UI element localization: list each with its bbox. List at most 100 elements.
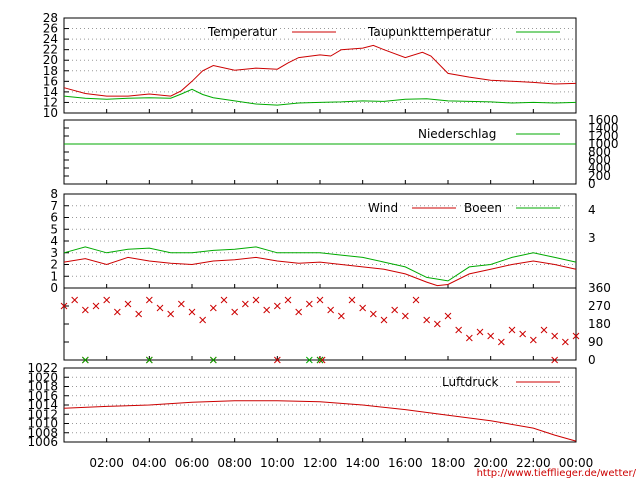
temperature-ytick-label: 28	[43, 11, 58, 25]
temperature-series-1	[63, 88, 577, 106]
wind-direction-point	[508, 326, 516, 334]
wind-direction-point	[241, 300, 249, 308]
wind-direction-point	[540, 326, 548, 334]
temperature-legend-label: Temperatur	[207, 25, 277, 39]
wind-direction-point	[316, 296, 324, 304]
x-axis-tick-label: 12:00	[303, 456, 338, 470]
wind-direction-point	[348, 296, 356, 304]
wind-direction-point	[92, 302, 100, 310]
temperature-ytick-label: 24	[43, 32, 58, 46]
temperature-ytick-label: 14	[43, 85, 58, 99]
pressure-ytick-label: 1010	[27, 417, 58, 431]
x-axis-tick-label: 06:00	[175, 456, 210, 470]
wind-direction-point	[231, 308, 239, 316]
wind-series-1	[63, 246, 577, 282]
wind-direction-point	[145, 296, 153, 304]
precipitation-ytick-label: 600	[588, 153, 611, 167]
x-axis-tick-label: 08:00	[217, 456, 252, 470]
wind-direction-point	[551, 356, 559, 364]
wind-ytick-label: 3	[50, 246, 58, 260]
wind-direction-frame	[63, 287, 577, 361]
temperature-ytick-label: 16	[43, 74, 58, 88]
precipitation-ytick-label: 1400	[588, 121, 619, 135]
wind-direction-point	[487, 332, 495, 340]
wind-direction-point	[337, 312, 345, 320]
wind-direction-point	[455, 326, 463, 334]
wind-ytick-label: 7	[50, 199, 58, 213]
wind-ytick-label: 8	[50, 187, 58, 201]
pressure-series-0	[63, 400, 577, 442]
wind-direction-point	[273, 302, 281, 310]
wind-direction-point	[561, 338, 569, 346]
x-axis-tick-label: 00:00	[559, 456, 594, 470]
temperature-ytick-label: 26	[43, 22, 58, 36]
precipitation-ytick-label: 1200	[588, 129, 619, 143]
precipitation-frame	[63, 119, 577, 185]
wind-direction-panel: 360 270 180 90 0	[60, 281, 611, 367]
wind-legend-label: Wind	[368, 201, 398, 215]
wind-direction-point	[60, 302, 68, 310]
wind-direction-point	[476, 328, 484, 336]
wind-direction-point	[124, 300, 132, 308]
precipitation-legend-label: Niederschlag	[418, 127, 496, 141]
wind-direction-point	[551, 332, 559, 340]
wind-direction-point	[145, 356, 153, 364]
pressure-ytick-label: 1018	[27, 380, 58, 394]
wind-legend-label: Boeen	[464, 201, 502, 215]
wind-right-tick-label: 4	[588, 203, 596, 217]
x-axis-tick-label: 02:00	[89, 456, 124, 470]
pressure-ytick-label: 1008	[27, 426, 58, 440]
temperature-ytick-label: 12	[43, 95, 58, 109]
wind-direction-point	[316, 356, 324, 364]
pressure-ytick-label: 1012	[27, 407, 58, 421]
wind-direction-point	[359, 304, 367, 312]
pressure-ytick-label: 1014	[27, 398, 58, 412]
pressure-ytick-label: 1022	[27, 361, 58, 375]
wind-direction-point	[444, 312, 452, 320]
wind-ytick-label: 5	[50, 222, 58, 236]
wind-series-0	[63, 256, 577, 287]
x-axis-tick-label: 16:00	[388, 456, 423, 470]
pressure-ytick-label: 1020	[27, 370, 58, 384]
temperature-series-0	[63, 44, 577, 97]
wind-direction-point	[369, 310, 377, 318]
wind-ytick-label: 2	[50, 258, 58, 272]
precipitation-ytick-label: 0	[588, 177, 596, 191]
wind-direction-point	[81, 306, 89, 314]
precipitation-ytick-label: 1000	[588, 137, 619, 151]
x-axis-tick-label: 18:00	[431, 456, 466, 470]
wind-direction-point	[209, 356, 217, 364]
wind-direction-point	[519, 330, 527, 338]
wind-direction-point	[423, 316, 431, 324]
pressure-ytick-label: 1016	[27, 389, 58, 403]
wind-direction-point	[327, 306, 335, 314]
wind-ytick-label: 4	[50, 234, 58, 248]
wind-direction-point	[220, 296, 228, 304]
wind-ytick-label: 0	[50, 281, 58, 295]
precipitation-ytick-label: 800	[588, 145, 611, 159]
wind-direction-point	[295, 308, 303, 316]
wind-direction-point	[113, 308, 121, 316]
temperature-ytick-label: 10	[43, 106, 58, 120]
wind-direction-point	[273, 356, 281, 364]
wind-direction-ytick-label: 180	[588, 317, 611, 331]
precipitation-ytick-label: 1600	[588, 113, 619, 127]
temperature-ytick-label: 18	[43, 64, 58, 78]
footer-url: http://www.tiefflieger.de/wetter/	[477, 468, 637, 479]
wind-direction-ytick-label: 270	[588, 299, 611, 313]
wind-direction-point	[252, 296, 260, 304]
wind-direction-point	[263, 306, 271, 314]
precipitation-ytick-label: 200	[588, 169, 611, 183]
wind-direction-point	[497, 338, 505, 346]
wind-direction-point	[391, 306, 399, 314]
temperature-legend-label: Taupunkttemperatur	[367, 25, 491, 39]
wind-ytick-label: 1	[50, 269, 58, 283]
precipitation-ytick-label: 400	[588, 161, 611, 175]
temperature-ytick-label: 22	[43, 43, 58, 57]
wind-direction-point	[209, 304, 217, 312]
wind-direction-point	[380, 316, 388, 324]
